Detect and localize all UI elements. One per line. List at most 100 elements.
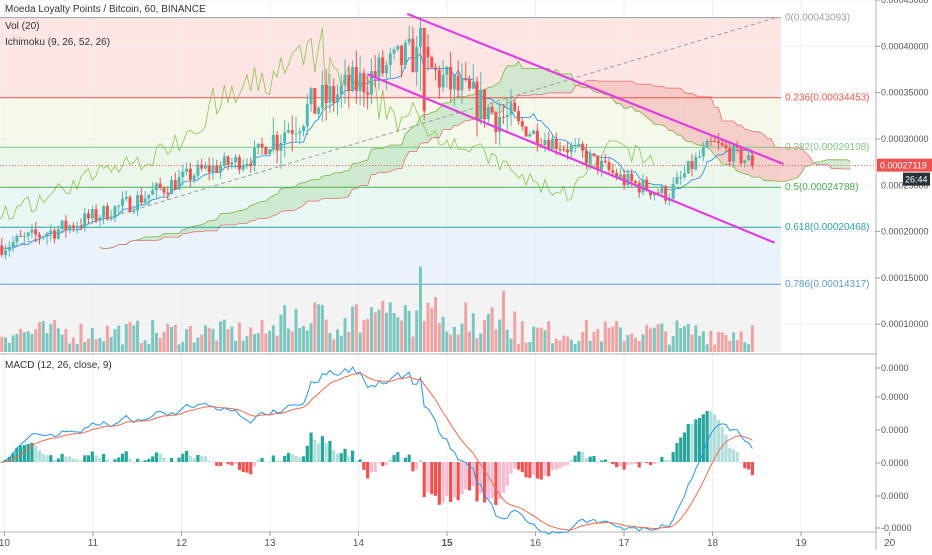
ichimoku-cloud-segment — [390, 145, 395, 172]
ichimoku-cloud-segment — [156, 236, 161, 241]
ichimoku-cloud-segment — [254, 202, 259, 221]
volume-bar — [7, 342, 11, 352]
candle-body — [7, 247, 11, 251]
ichimoku-cloud-segment — [179, 229, 183, 238]
volume-bar — [479, 333, 483, 352]
candle-body — [343, 74, 347, 86]
volume-bar — [290, 331, 294, 352]
volume-bar — [358, 332, 362, 352]
macd-histogram-bar — [347, 456, 351, 462]
volume-bar — [45, 333, 49, 352]
macd-histogram-bar — [113, 459, 117, 462]
macd-histogram-bar — [588, 456, 592, 462]
volume-bar — [56, 328, 60, 352]
volume-bar — [71, 337, 75, 352]
macd-histogram-bar — [68, 456, 72, 462]
countdown-badge — [903, 172, 930, 186]
volume-bar — [385, 312, 389, 352]
ichimoku-cloud-segment — [507, 65, 511, 103]
ichimoku-cloud-segment — [148, 236, 153, 241]
volume-bar — [517, 344, 521, 352]
volume-bar — [377, 309, 381, 352]
macd-histogram-bar — [22, 445, 27, 462]
candle-body — [298, 131, 302, 134]
candle-body — [403, 42, 407, 66]
macd-histogram-bar — [641, 461, 645, 463]
volume-bar — [467, 331, 471, 352]
macd-histogram-bar — [309, 432, 313, 462]
time-tick-label: 16 — [530, 538, 542, 549]
volume-bar — [271, 325, 275, 352]
candle-body — [577, 143, 581, 145]
volume-bar — [305, 330, 309, 352]
candle-body — [418, 27, 422, 47]
macd-histogram-bar — [139, 460, 143, 462]
macd-histogram-bar — [317, 443, 321, 462]
volume-bar — [34, 329, 38, 352]
candle-body — [351, 67, 355, 91]
macd-histogram-bar — [626, 462, 630, 465]
macd-histogram-bar — [328, 440, 332, 462]
volume-bar — [49, 323, 53, 352]
candle-body — [313, 88, 317, 114]
candle-body — [547, 140, 551, 149]
volume-bar — [743, 342, 747, 352]
fib-band — [0, 227, 781, 285]
candle-body — [124, 197, 128, 199]
macd-histogram-bar — [94, 455, 98, 462]
volume-bar — [607, 327, 611, 352]
macd-histogram-bar — [396, 452, 400, 462]
candle-body — [626, 173, 630, 186]
candle-body — [26, 232, 30, 237]
macd-histogram-bar — [460, 462, 464, 495]
ichimoku-cloud-segment — [692, 93, 696, 145]
volume-bar — [268, 330, 272, 352]
candle-body — [369, 71, 373, 95]
candle-body — [173, 180, 177, 190]
ichimoku-cloud-segment — [526, 68, 530, 96]
candle-body — [705, 140, 709, 148]
macd-histogram-bar — [490, 462, 494, 499]
volume-bar — [622, 341, 626, 352]
macd-histogram-bar — [283, 455, 287, 462]
candle-body — [569, 146, 573, 153]
macd-histogram-bar — [565, 462, 570, 466]
macd-histogram-bar — [584, 458, 589, 462]
volume-bar — [524, 342, 528, 352]
volume-bar — [373, 312, 377, 352]
volume-bar — [279, 314, 283, 352]
candle-body — [320, 84, 324, 108]
volume-bar — [124, 324, 128, 352]
macd-histogram-bar — [535, 462, 539, 479]
volume-bar — [452, 326, 456, 352]
volume-bar — [143, 340, 147, 352]
ichimoku-cloud-segment — [231, 211, 236, 225]
ichimoku-cloud-segment — [624, 81, 628, 109]
macd-histogram-bar — [467, 462, 472, 491]
macd-histogram-bar — [377, 462, 381, 463]
ichimoku-cloud-segment — [409, 127, 413, 152]
time-tick-label: 19 — [796, 538, 808, 549]
fib-label-0.5: 0.5(0.00024788) — [785, 182, 858, 193]
ichimoku-cloud-segment — [544, 68, 549, 95]
candle-body — [324, 84, 328, 103]
volume-bar — [509, 338, 513, 352]
volume-bar — [426, 302, 430, 352]
candle-body — [56, 229, 60, 239]
macd-histogram-bar — [422, 462, 426, 498]
macd-tick-label: 0.0000 — [881, 491, 909, 501]
ichimoku-cloud-segment — [246, 205, 251, 224]
ichimoku-cloud-segment — [197, 224, 202, 232]
trendline-upper — [406, 12, 784, 165]
volume-bar — [249, 327, 253, 352]
ichimoku-cloud-segment — [228, 212, 232, 225]
macd-histogram-bar — [554, 462, 558, 470]
ichimoku-cloud-segment — [265, 197, 270, 219]
volume-bar — [633, 337, 637, 352]
candle-body — [154, 183, 158, 191]
candle-body — [377, 57, 381, 77]
candle-body — [747, 155, 751, 161]
volume-bar — [713, 344, 717, 352]
